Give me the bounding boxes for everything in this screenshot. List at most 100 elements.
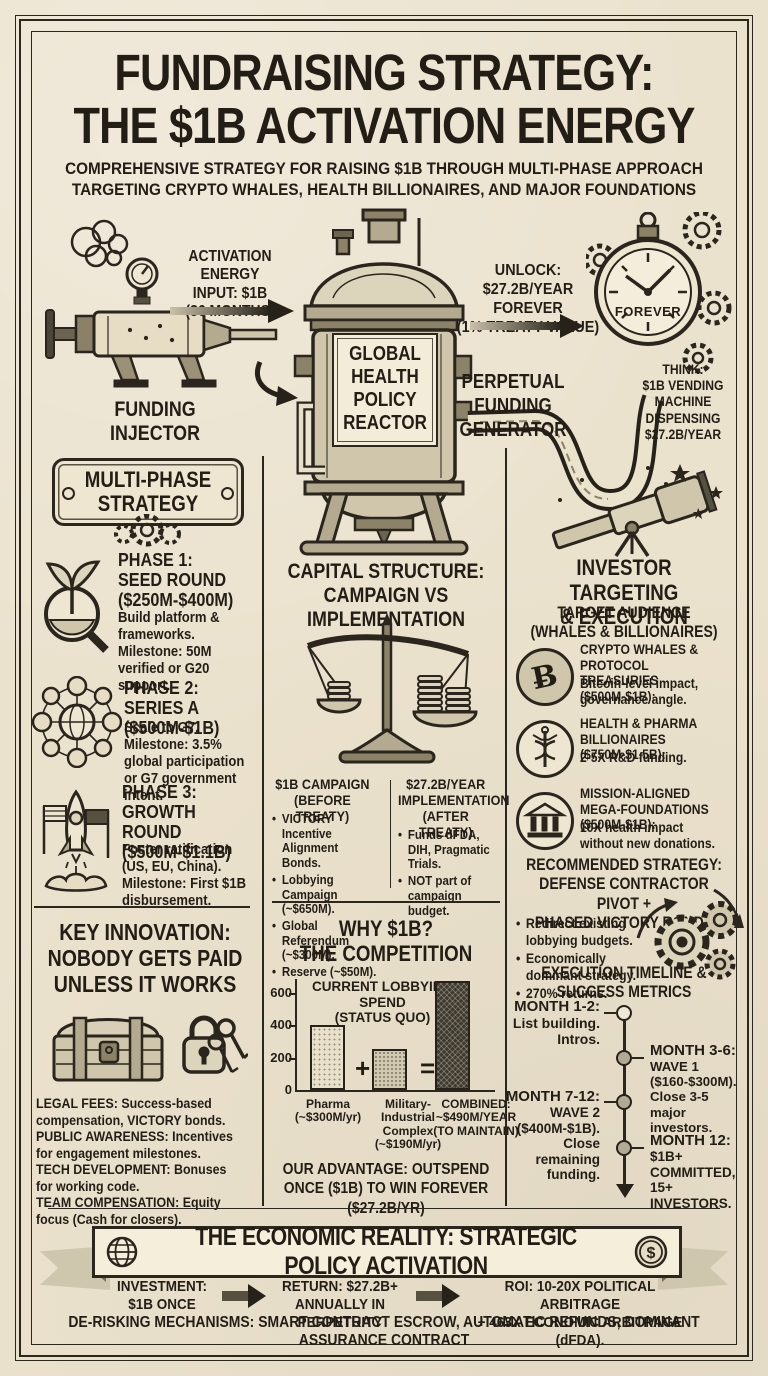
- y-tick-label: 600: [270, 984, 292, 1000]
- y-tick-label: 0: [284, 1082, 292, 1097]
- y-tick-mark: [289, 1025, 296, 1027]
- x-category-label: Military- Industrial Complex (~$190M/yr): [374, 1097, 442, 1152]
- y-axis: [295, 979, 297, 1091]
- seedling-magnifier-icon: [36, 556, 114, 656]
- timeline-tick: [604, 1101, 616, 1103]
- phase2-heading: PHASE 2: SERIES A ($500M-$1B): [124, 678, 220, 739]
- advantage-statement: OUR ADVANTAGE: OUTSPEND ONCE ($1B) TO WI…: [282, 1161, 490, 1217]
- banner-ribbon: THE ECONOMIC REALITY: STRATEGIC POLICY A…: [92, 1223, 682, 1280]
- telescope-stars-icon: [520, 456, 732, 558]
- milestone-body: WAVE 1 ($160-$300M). Close 3-5 major inv…: [650, 1059, 737, 1135]
- banner-arrow-icon: [416, 1284, 460, 1308]
- divider-capital-lists: [390, 780, 391, 888]
- campaign-bullet: Lobbying Campaign (~$650M).: [272, 872, 376, 917]
- implementation-bullet: Funds dFDA, DIH, Pragmatic Trials.: [398, 827, 493, 872]
- x-category-label: COMBINED: ~$490M/YEAR (TO MAINTAIN): [433, 1097, 519, 1138]
- phase2-body: Scale to G7. Milestone: 3.5% global part…: [124, 720, 245, 805]
- y-tick-label: 200: [270, 1049, 292, 1065]
- campaign-bullet: Global Referendum (~$300M).: [272, 918, 376, 963]
- banner-step-investment: INVESTMENT: $1B ONCE: [116, 1278, 207, 1313]
- milestone-heading: MONTH 12:: [650, 1132, 731, 1149]
- treasure-chest-lock-keys-icon: [40, 1002, 248, 1090]
- audience3-heading: MISSION-ALIGNED MEGA-FOUNDATIONS ($500M-…: [580, 786, 709, 833]
- milestone-4: MONTH 12: $1B+ COMMITTED, 15+ INVESTORS.: [650, 1132, 746, 1211]
- divider-why: [272, 901, 500, 903]
- milestone-1: MONTH 1-2: List building. Intros.: [500, 998, 600, 1047]
- y-tick-label: 400: [270, 1017, 292, 1032]
- implementation-bullet: NOT part of campaign budget.: [398, 873, 493, 918]
- phase3-body: Foster ratification (US, EU, China). Mil…: [122, 842, 247, 910]
- svg-text:$: $: [647, 1245, 656, 1262]
- divider-left-column: [262, 456, 264, 1206]
- unlock-arrow-icon: [468, 314, 586, 338]
- rocket-flags-icon: [34, 788, 118, 896]
- banner-arrow-icon: [222, 1284, 266, 1308]
- investor-targeting-title: INVESTOR TARGETING & EXECUTION: [560, 555, 688, 630]
- milestone-2: MONTH 3-6: WAVE 1 ($160-$300M). Close 3-…: [650, 1042, 746, 1135]
- divider-key-innovation: [34, 906, 250, 908]
- globe-icon: [105, 1235, 139, 1269]
- milestone-body: WAVE 2 ($400M-$1B). Close remaining fund…: [516, 1105, 600, 1183]
- chart-bar: [310, 1025, 345, 1090]
- derisking-statement: DE-RISKING MECHANISMS: SMART CONTRACT ES…: [68, 1314, 700, 1349]
- key-item: PUBLIC AWARENESS: Incentives for engagem…: [36, 1129, 233, 1161]
- audience2-heading: HEALTH & PHARMA BILLIONAIRES ($750M-$1.5…: [580, 716, 697, 763]
- timeline-tick: [632, 1057, 644, 1059]
- bolt-icon: [62, 487, 75, 500]
- phase1-body: Build platform & frameworks. Milestone: …: [118, 610, 220, 695]
- gears-icon: [636, 880, 744, 990]
- bitcoin-glyph: Ƀ: [528, 657, 562, 697]
- key-item: TECH DEVELOPMENT: Bonuses for working co…: [36, 1162, 227, 1194]
- bolt-icon: [221, 487, 234, 500]
- output-pipe-icon: [440, 360, 675, 525]
- chart-title: CURRENT LOBBYING SPEND (STATUS QUO): [312, 979, 453, 1026]
- key-innovation-list: LEGAL FEES: Success-based compensation, …: [36, 1096, 239, 1228]
- timeline-node: [616, 1050, 632, 1066]
- reactor-plate: GLOBAL HEALTH POLICY REACTOR: [332, 333, 438, 447]
- timeline-title: EXECUTION TIMELINE & SUCCESS METRICS: [541, 964, 707, 1002]
- divider-banner: [48, 1208, 720, 1209]
- chart-bar: [435, 981, 470, 1090]
- lobbying-spend-chart: CURRENT LOBBYING SPEND (STATUS QUO) 0 200…: [270, 975, 519, 1175]
- global-network-icon: [32, 676, 122, 768]
- clock-face-label: FOREVER: [614, 304, 682, 319]
- chart-operator: =: [420, 1053, 436, 1083]
- timeline-tick: [604, 1012, 616, 1014]
- chart-operator: +: [355, 1053, 371, 1083]
- x-category-label: Pharma (~$300M/yr): [294, 1097, 362, 1125]
- phase3-heading: PHASE 3: GROWTH ROUND ($500M-$1.1B): [122, 782, 231, 863]
- milestone-3: MONTH 7-12: WAVE 2 ($400M-$1B). Close re…: [496, 1088, 600, 1183]
- implementation-list: Funds dFDA, DIH, Pragmatic Trials. NOT p…: [398, 827, 493, 920]
- pocket-watch-icon: [586, 212, 736, 382]
- milestone-heading: MONTH 1-2:: [514, 998, 600, 1015]
- chart-bar: [372, 1049, 407, 1090]
- key-item: TEAM COMPENSATION: Equity focus (Cash fo…: [36, 1195, 221, 1227]
- recommended-bullet: Redirect existing lobbying budgets.: [516, 916, 642, 949]
- dollar-coin-icon: $: [633, 1234, 669, 1270]
- page-subtitle: COMPREHENSIVE STRATEGY FOR RAISING $1B T…: [65, 159, 703, 200]
- audience1-heading: CRYPTO WHALES & PROTOCOL TREASURIES ($50…: [580, 642, 699, 704]
- curved-inlet-arrow-icon: [254, 358, 298, 408]
- banner-step-roi: ROI: 10-20X POLITICAL ARBITRAGE + 463X E…: [477, 1278, 683, 1349]
- input-arrow-icon: [168, 298, 296, 324]
- x-axis: [295, 1090, 495, 1092]
- key-innovation-title: KEY INNOVATION: NOBODY GETS PAID UNLESS …: [47, 919, 243, 997]
- milestone-body: List building. Intros.: [512, 1015, 600, 1048]
- timeline-node: [616, 1005, 632, 1021]
- recommended-bullet: Economically dominant strategy.: [516, 951, 642, 984]
- competition-title: WHY $1B? THE COMPETITION: [299, 916, 473, 967]
- campaign-bullet: VICTORY Incentive Alignment Bonds.: [272, 811, 376, 871]
- bank-foundation-icon: [516, 792, 574, 850]
- audience3-body: 10X health impact without new donations.: [580, 820, 715, 851]
- page-title: FUNDRAISING STRATEGY: THE $1B ACTIVATION…: [73, 44, 695, 155]
- audience1-body: Bitcoin-level impact, governance angle.: [580, 676, 699, 707]
- balance-scale-icon: [292, 608, 482, 770]
- key-item: LEGAL FEES: Success-based compensation, …: [36, 1096, 226, 1128]
- generator-label: PERPETUAL FUNDING GENERATOR: [459, 371, 567, 441]
- target-audience-title: TARGET AUDIENCE (WHALES & BILLIONAIRES): [530, 604, 718, 641]
- bitcoin-coin-icon: Ƀ: [516, 648, 574, 706]
- timeline-tick: [632, 1147, 644, 1149]
- phase1-heading: PHASE 1: SEED ROUND ($250M-$400M): [118, 550, 234, 611]
- gear-icon: [112, 514, 182, 552]
